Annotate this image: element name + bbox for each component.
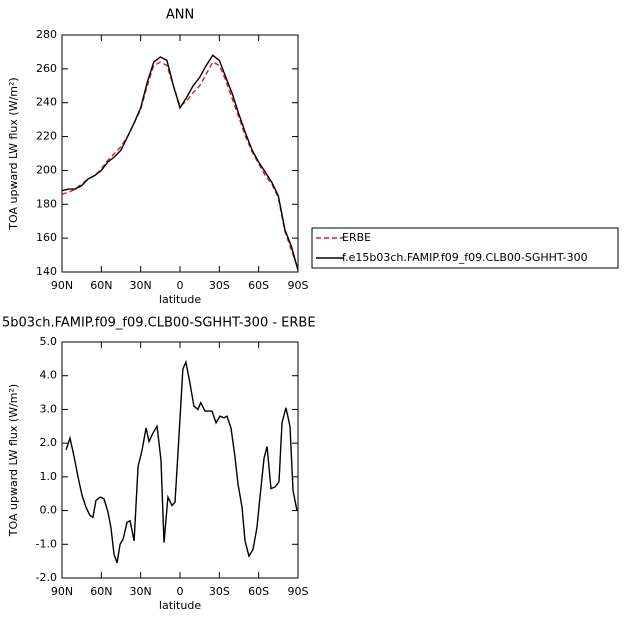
plot-frame xyxy=(61,341,299,579)
y-tick-label: 160 xyxy=(36,231,57,244)
legend-label: f.e15b03ch.FAMIP.f09_f09.CLB00-SGHHT-300 xyxy=(342,251,588,264)
x-axis-label: latitude xyxy=(159,599,201,612)
y-tick-label: -1.0 xyxy=(36,537,57,550)
chart-title: ANN xyxy=(166,8,194,23)
y-tick-label: 220 xyxy=(36,130,57,143)
y-axis-label: TOA upward LW flux (W/m²) xyxy=(7,77,20,230)
x-tick-label: 60S xyxy=(248,279,269,292)
y-tick-label: 1.0 xyxy=(40,470,58,483)
x-tick-label: 30N xyxy=(130,279,152,292)
x-tick-label: 30N xyxy=(130,585,152,598)
x-tick-label: 60N xyxy=(90,279,112,292)
y-tick-label: 200 xyxy=(36,163,57,176)
y-tick-label: 260 xyxy=(36,62,57,75)
data-line xyxy=(61,61,299,269)
y-tick-label: 280 xyxy=(36,28,57,41)
x-tick-label: 90S xyxy=(288,585,309,598)
y-tick-label: 4.0 xyxy=(40,369,58,382)
y-tick-label: 240 xyxy=(36,96,57,109)
y-axis-label: TOA upward LW flux (W/m²) xyxy=(7,384,20,537)
data-line xyxy=(61,54,299,271)
x-tick-label: 30S xyxy=(209,279,230,292)
x-tick-label: 60N xyxy=(90,585,112,598)
y-tick-label: 180 xyxy=(36,197,57,210)
x-tick-label: 90N xyxy=(51,585,73,598)
y-tick-label: 5.0 xyxy=(40,335,58,348)
legend-box xyxy=(311,227,619,269)
x-tick-label: 30S xyxy=(209,585,230,598)
data-line xyxy=(65,359,298,564)
y-tick-label: -2.0 xyxy=(36,571,57,584)
y-tick-label: 3.0 xyxy=(40,402,58,415)
legend-label: ERBE xyxy=(342,231,371,244)
x-axis-label: latitude xyxy=(159,293,201,306)
x-tick-label: 90N xyxy=(51,279,73,292)
x-tick-label: 60S xyxy=(248,585,269,598)
chart-title: 5b03ch.FAMIP.f09_f09.CLB00-SGHHT-300 - E… xyxy=(2,316,316,331)
x-tick-label: 0 xyxy=(177,279,184,292)
plot-frame xyxy=(61,34,299,273)
y-tick-label: 140 xyxy=(36,265,57,278)
y-tick-label: 0.0 xyxy=(40,504,58,517)
x-tick-label: 0 xyxy=(177,585,184,598)
x-tick-label: 90S xyxy=(288,279,309,292)
y-tick-label: 2.0 xyxy=(40,436,58,449)
